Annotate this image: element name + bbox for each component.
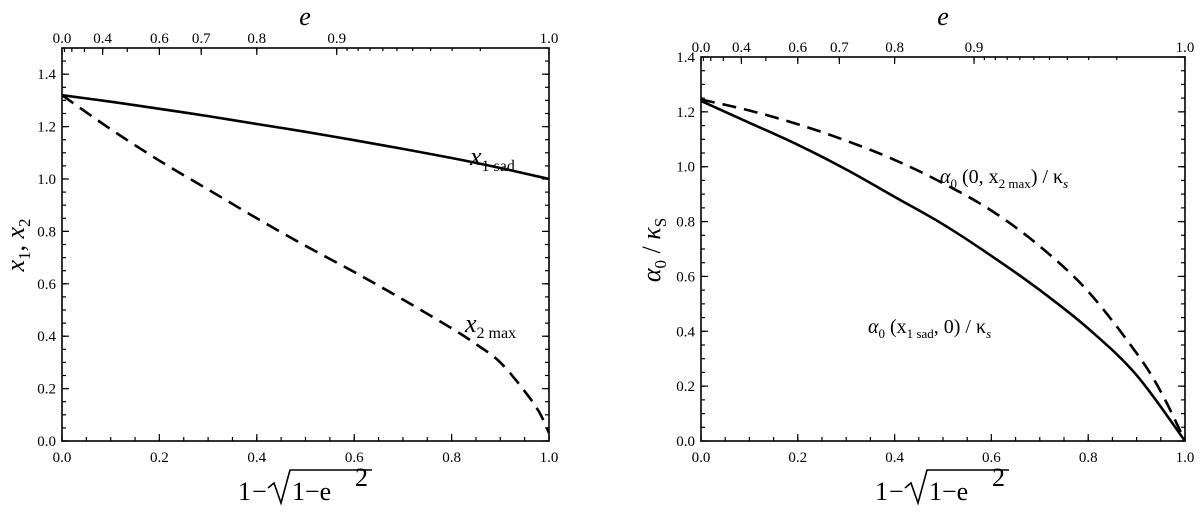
left-series-dashed-line <box>61 94 551 434</box>
left-annot-x2max: x2 max <box>464 309 516 342</box>
right-x-axis-label: 1 − 1−e 2 <box>875 463 1009 506</box>
left-y-label-x1: x <box>1 260 30 273</box>
x-tick-label: 1.0 <box>540 450 559 466</box>
top-tick-label: 0.6 <box>788 40 807 56</box>
left-curves <box>61 93 551 434</box>
x-tick-label: 0.8 <box>442 450 461 466</box>
right-ticks: 0.0 0.2 0.4 0.6 0.8 1.0 0.0 0.2 0.4 0.6 0.8 1.0 1.2 1… <box>676 40 1194 466</box>
left-ticks: 0.0 0.2 0.4 0.6 0.8 1.0 0.0 0.2 0.4 0.6 0.8 1.0 1.2 1… <box>37 31 558 466</box>
x-tick-label: 0.6 <box>982 450 1001 466</box>
right-series-solid-line <box>700 99 1187 442</box>
left-x-label-prefix: 1 <box>238 477 251 506</box>
y-tick-label: 0.6 <box>37 277 56 293</box>
y-tick-label: 1.4 <box>37 67 56 83</box>
top-tick-label: 0.7 <box>830 40 849 56</box>
top-tick-label: 0.8 <box>247 31 266 47</box>
left-x-label-radicand: 1−e <box>292 477 331 506</box>
x-tick-label: 0.4 <box>885 450 904 466</box>
top-tick-label: 0.7 <box>192 31 211 47</box>
x-tick-label: 0.2 <box>150 450 169 466</box>
left-x-axis-label: 1 − 1−e 2 <box>238 463 372 506</box>
left-series-solid-line <box>61 93 550 181</box>
y-tick-label: 0.4 <box>676 324 695 340</box>
top-tick-label: 1.0 <box>540 31 559 47</box>
x-tick-label: 0.0 <box>692 450 711 466</box>
x-tick-label: 1.0 <box>1176 450 1195 466</box>
y-tick-label: 0.4 <box>37 329 56 345</box>
x-tick-label: 0.2 <box>788 450 807 466</box>
left-y-label-x1-sub: 1 <box>15 252 34 261</box>
right-x-label-minus: − <box>889 477 904 506</box>
y-tick-label: 1.2 <box>37 120 56 136</box>
y-tick-label: 0.8 <box>37 224 56 240</box>
y-tick-label: 0.2 <box>676 379 695 395</box>
top-tick-label: 0.9 <box>965 40 984 56</box>
y-tick-label: 1.0 <box>37 172 56 188</box>
left-y-label-sep: , <box>1 239 30 252</box>
top-tick-label: 0.8 <box>885 40 904 56</box>
right-curves <box>700 98 1187 442</box>
y-tick-label: 1.0 <box>676 160 695 176</box>
right-x-label-prefix: 1 <box>875 477 888 506</box>
left-x-label-sqrt <box>267 469 372 506</box>
left-x-label-minus: − <box>252 477 267 506</box>
right-annot-dashed: α0 (0, x2 max) / κs <box>940 166 1068 191</box>
left-y-label-x2: x <box>1 227 30 240</box>
y-tick-label: 0.0 <box>37 434 56 450</box>
left-annot-x1sad: x1 sad <box>469 142 515 175</box>
left-y-label-x2-sub: 2 <box>15 218 34 227</box>
y-tick-label: 0.0 <box>676 434 695 450</box>
right-annot-solid: α0 (x1 sad, 0) / κs <box>868 316 991 341</box>
top-tick-label: 0.0 <box>692 40 711 56</box>
x-tick-label: 0.8 <box>1079 450 1098 466</box>
top-tick-label: 0.0 <box>53 31 72 47</box>
right-panel: 0.0 0.2 0.4 0.6 0.8 1.0 0.0 0.2 0.4 0.6 0.8 1.0 1.2 1… <box>637 2 1194 506</box>
left-y-axis-label: x1, x2 <box>1 218 34 272</box>
top-tick-label: 0.6 <box>150 31 169 47</box>
y-tick-label: 0.8 <box>676 215 695 231</box>
right-series-dashed-line <box>700 98 1187 442</box>
top-tick-label: 0.4 <box>732 40 751 56</box>
right-y-axis-label: α0 / κS <box>637 218 670 282</box>
x-tick-label: 0.4 <box>247 450 266 466</box>
y-tick-label: 1.2 <box>676 105 695 121</box>
left-plot-frame <box>61 47 550 442</box>
x-tick-label: 0.0 <box>53 450 72 466</box>
right-plot-frame <box>700 56 1186 442</box>
right-x-label-sqrt <box>904 469 1009 506</box>
top-tick-label: 1.0 <box>1176 40 1195 56</box>
left-panel: 0.0 0.2 0.4 0.6 0.8 1.0 0.0 0.2 0.4 0.6 0.8 1.0 1.2 1… <box>1 2 558 506</box>
right-x-label-radicand: 1−e <box>929 477 968 506</box>
left-x-label-exponent: 2 <box>355 463 368 492</box>
left-top-axis-label: e <box>299 2 311 31</box>
y-tick-label: 0.2 <box>37 382 56 398</box>
y-tick-label: 0.6 <box>676 269 695 285</box>
right-x-label-exponent: 2 <box>992 463 1005 492</box>
top-tick-label: 0.9 <box>327 31 346 47</box>
right-top-axis-label: e <box>937 2 949 31</box>
top-tick-label: 0.4 <box>93 31 112 47</box>
x-tick-label: 0.6 <box>345 450 364 466</box>
y-tick-label: 1.4 <box>676 50 695 66</box>
